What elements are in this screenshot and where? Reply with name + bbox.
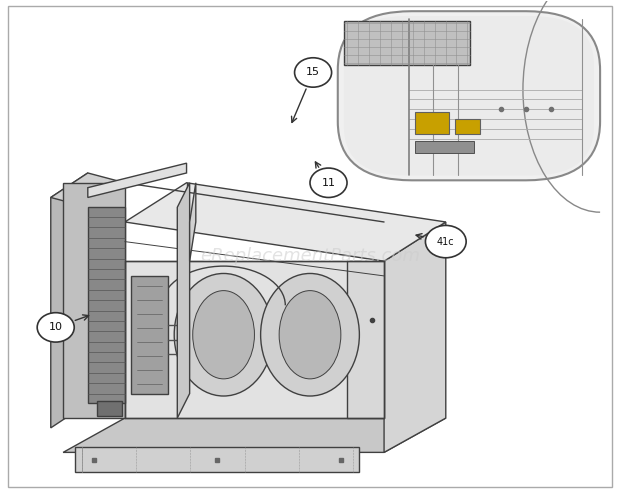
Polygon shape [347, 261, 384, 418]
Ellipse shape [279, 290, 341, 379]
Polygon shape [76, 448, 360, 472]
Bar [455, 119, 480, 134]
Text: 41c: 41c [437, 237, 454, 246]
Polygon shape [384, 222, 446, 453]
Polygon shape [63, 183, 125, 418]
Bar [415, 141, 474, 153]
Circle shape [425, 225, 466, 258]
Polygon shape [344, 21, 471, 65]
Ellipse shape [193, 290, 254, 379]
Polygon shape [190, 183, 196, 261]
Polygon shape [88, 207, 125, 403]
Polygon shape [63, 418, 446, 453]
Text: 15: 15 [306, 68, 320, 77]
Polygon shape [51, 173, 88, 428]
Polygon shape [125, 261, 384, 418]
Ellipse shape [260, 274, 360, 396]
Polygon shape [131, 276, 168, 393]
Ellipse shape [174, 274, 273, 396]
FancyBboxPatch shape [338, 11, 600, 180]
Circle shape [294, 58, 332, 87]
FancyBboxPatch shape [344, 16, 594, 176]
Text: eReplacementParts.com: eReplacementParts.com [200, 247, 420, 265]
Circle shape [310, 168, 347, 198]
Polygon shape [88, 163, 187, 198]
Text: 10: 10 [49, 322, 63, 332]
Polygon shape [125, 183, 446, 261]
Polygon shape [97, 401, 122, 416]
Polygon shape [51, 173, 125, 207]
Circle shape [37, 313, 74, 342]
Text: 11: 11 [322, 178, 335, 188]
Polygon shape [177, 183, 190, 418]
Bar [415, 112, 449, 134]
